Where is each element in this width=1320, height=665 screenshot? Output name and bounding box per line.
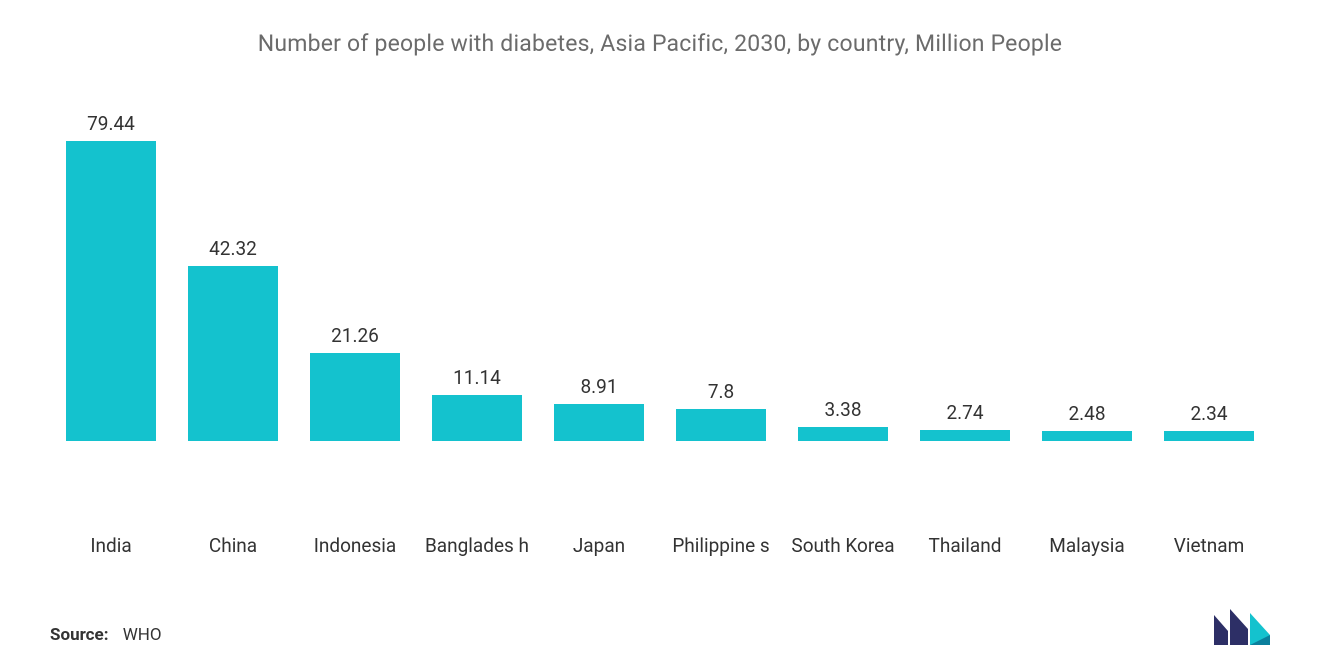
bar-value-label: 3.38	[824, 398, 861, 421]
plot-area: 79.44 42.32 21.26 11.14 8.91 7.8 3.38 2.74 2.48 2…	[50, 112, 1270, 524]
chart-container: Number of people with diabetes, Asia Pac…	[0, 0, 1320, 665]
bar	[798, 427, 888, 441]
x-axis-label: Vietnam	[1148, 534, 1270, 559]
bar-value-label: 79.44	[87, 112, 135, 135]
bar	[920, 430, 1010, 441]
x-axis-label: Malaysia	[1026, 534, 1148, 559]
x-axis-label: China	[172, 534, 294, 559]
bar	[1042, 431, 1132, 441]
brand-logo-icon	[1214, 609, 1270, 645]
source-value: WHO	[123, 625, 162, 645]
bar-column: 7.8	[660, 112, 782, 441]
bar-column: 8.91	[538, 112, 660, 441]
bar-value-label: 8.91	[580, 375, 617, 398]
bar	[554, 404, 644, 441]
bar	[676, 409, 766, 441]
bar-column: 3.38	[782, 112, 904, 441]
x-axis-label: India	[50, 534, 172, 559]
source-line: Source: WHO	[50, 625, 162, 645]
x-axis-label: Japan	[538, 534, 660, 559]
x-axis-label: Banglades h	[416, 534, 538, 559]
bar-column: 2.34	[1148, 112, 1270, 441]
bar	[66, 141, 156, 441]
x-axis-label: Philippine s	[660, 534, 782, 559]
bar-value-label: 2.74	[946, 401, 983, 424]
bar	[432, 395, 522, 441]
bar	[1164, 431, 1254, 441]
x-axis-labels: IndiaChinaIndonesiaBanglades hJapanPhili…	[50, 534, 1270, 559]
bar	[310, 353, 400, 441]
x-axis-label: South Korea	[782, 534, 904, 559]
bar-column: 79.44	[50, 112, 172, 441]
bar-value-label: 21.26	[331, 324, 379, 347]
bar-column: 2.48	[1026, 112, 1148, 441]
bar-column: 21.26	[294, 112, 416, 441]
bar-value-label: 7.8	[708, 380, 734, 403]
bar-value-label: 2.48	[1068, 402, 1105, 425]
bar-column: 42.32	[172, 112, 294, 441]
source-label: Source:	[50, 625, 108, 645]
bar-column: 11.14	[416, 112, 538, 441]
x-axis-label: Thailand	[904, 534, 1026, 559]
bar-value-label: 11.14	[453, 366, 501, 389]
bar	[188, 266, 278, 441]
bars-group: 79.44 42.32 21.26 11.14 8.91 7.8 3.38 2.74 2.48 2…	[50, 112, 1270, 442]
bar-value-label: 2.34	[1190, 402, 1227, 425]
chart-footer: Source: WHO	[50, 609, 1270, 645]
bar-column: 2.74	[904, 112, 1026, 441]
x-axis-label: Indonesia	[294, 534, 416, 559]
bar-value-label: 42.32	[209, 237, 257, 260]
chart-title: Number of people with diabetes, Asia Pac…	[50, 30, 1270, 57]
